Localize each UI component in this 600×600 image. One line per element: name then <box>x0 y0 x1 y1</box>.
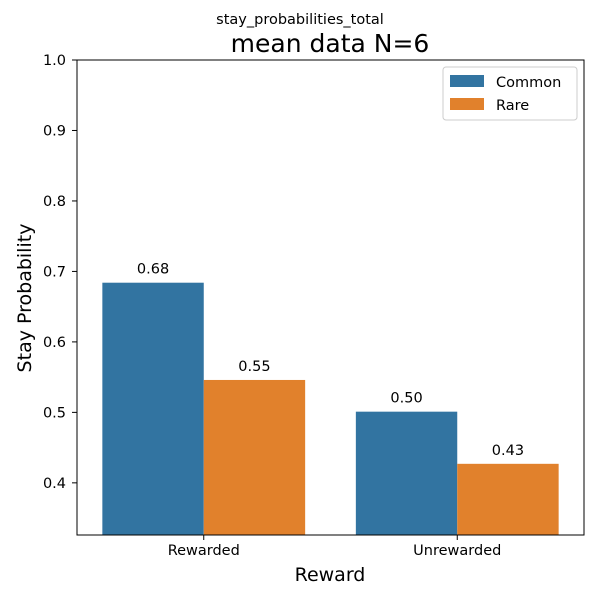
axes-frame <box>76 59 585 536</box>
y-tick-label: 0.6 <box>43 335 66 351</box>
bar <box>355 411 458 535</box>
plot-area: 0.68 0.50 0.55 0.43 0.4 0.5 0.6 0.7 0.8 0.9 1.0 Rew… <box>43 53 585 559</box>
bar-value-label: 0.68 <box>137 262 169 278</box>
chart-suptitle: stay_probabilities_total <box>216 12 384 28</box>
legend-label: Rare <box>496 98 529 114</box>
y-tick-label: 0.8 <box>43 194 66 210</box>
legend-swatch <box>450 98 484 110</box>
y-tick-label: 1.0 <box>43 53 66 69</box>
legend-swatch <box>450 75 484 87</box>
y-tick-label: 0.7 <box>43 264 66 280</box>
bar <box>203 379 306 535</box>
legend-label: Common <box>496 75 561 91</box>
y-tick-label: 0.9 <box>43 123 66 139</box>
chart-title: mean data N=6 <box>231 29 430 58</box>
x-tick-label: Unrewarded <box>413 543 501 559</box>
x-tick-label: Rewarded <box>168 543 240 559</box>
bar-value-label: 0.43 <box>492 443 524 459</box>
y-tick-label: 0.5 <box>43 405 66 421</box>
y-tick-label: 0.4 <box>43 476 66 492</box>
legend: Common Rare <box>442 66 578 121</box>
bar <box>102 282 204 535</box>
x-axis-label: Reward <box>295 564 366 586</box>
bar-value-label: 0.50 <box>390 391 422 407</box>
y-axis-label: Stay Probability <box>14 224 36 373</box>
bar-value-label: 0.55 <box>238 359 270 375</box>
bar <box>457 463 559 535</box>
